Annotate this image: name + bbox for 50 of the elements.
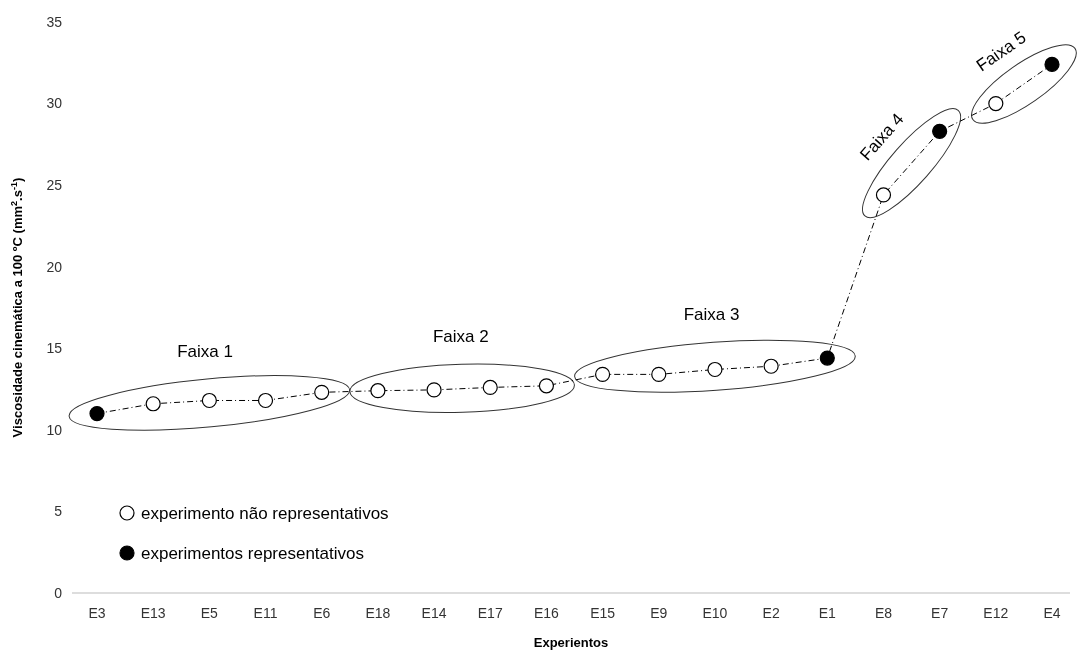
x-tick-label: E11 xyxy=(253,605,278,621)
y-tick-label: 30 xyxy=(46,95,63,112)
point xyxy=(875,187,892,203)
point xyxy=(763,358,779,374)
x-tick-label: E10 xyxy=(702,605,728,621)
x-tick-label: E9 xyxy=(650,605,668,621)
x-tick-label: E12 xyxy=(983,605,1009,621)
x-tick-label: E7 xyxy=(931,605,949,621)
point xyxy=(707,361,723,378)
point xyxy=(314,384,330,400)
point xyxy=(1044,56,1060,73)
x-tick-label: E17 xyxy=(477,605,503,621)
legend-label: experimento não representativos xyxy=(141,503,389,523)
x-tick-label: E14 xyxy=(421,605,447,621)
x-tick-label: E6 xyxy=(313,605,331,621)
x-tick-label: E2 xyxy=(762,605,780,621)
point xyxy=(932,123,948,139)
x-tick-label: E4 xyxy=(1043,605,1061,621)
x-tick-label: E13 xyxy=(140,605,166,621)
y-tick-label: 0 xyxy=(54,584,63,601)
x-tick-label: E8 xyxy=(874,605,893,621)
y-tick-label: 20 xyxy=(46,258,63,275)
point xyxy=(538,378,555,394)
y-tick-label: 35 xyxy=(46,13,63,30)
point xyxy=(988,95,1004,112)
annotation: Faixa 3 xyxy=(683,305,740,325)
point xyxy=(89,405,105,422)
point xyxy=(145,396,161,412)
x-tick-label: E15 xyxy=(590,605,616,621)
point xyxy=(257,392,274,409)
point xyxy=(594,366,611,382)
y-tick-label: 25 xyxy=(46,177,63,194)
x-tick-label: E1 xyxy=(818,605,837,621)
x-tick-label: E18 xyxy=(365,605,391,621)
x-tick-label: E5 xyxy=(200,605,219,621)
point xyxy=(426,382,442,398)
y-tick-label: 5 xyxy=(54,503,63,520)
point xyxy=(201,392,217,409)
x-tick-label: E16 xyxy=(533,605,560,621)
point xyxy=(370,383,386,399)
annotation: Faixa 2 xyxy=(432,327,489,347)
point xyxy=(651,366,667,382)
legend-label: experimentos representativos xyxy=(141,543,365,563)
point xyxy=(819,350,835,366)
y-tick-label: 10 xyxy=(46,421,63,438)
annotation: Faixa 1 xyxy=(177,342,233,362)
x-axis-title: Experientos xyxy=(533,635,609,650)
point xyxy=(482,379,498,396)
x-tick-label: E3 xyxy=(88,605,106,621)
y-tick-label: 15 xyxy=(46,340,63,357)
